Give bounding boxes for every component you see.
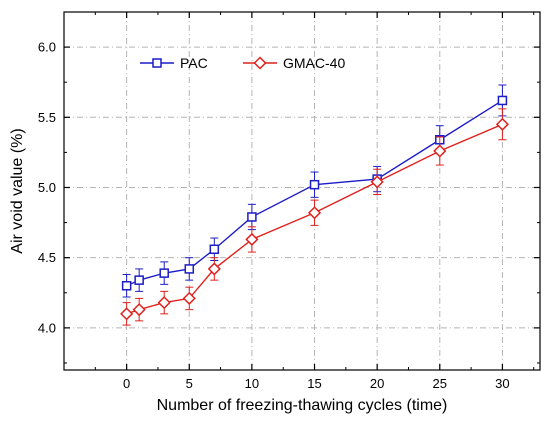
data-point xyxy=(309,179,320,190)
x-axis-title: Number of freezing-thawing cycles (time) xyxy=(157,397,448,414)
legend-label: GMAC-40 xyxy=(283,55,345,71)
legend-marker xyxy=(152,58,162,68)
data-point xyxy=(184,264,195,274)
series-gmac-40 xyxy=(120,108,509,326)
plot-frame xyxy=(63,11,541,371)
data-point xyxy=(134,275,144,285)
legend: PAC GMAC-40 xyxy=(140,55,345,71)
legend-item: PAC xyxy=(140,55,208,71)
data-point xyxy=(182,291,196,305)
data-point xyxy=(370,175,384,189)
y-axis-title: Air void value (%) xyxy=(9,128,26,253)
x-tick-label: 20 xyxy=(370,376,384,391)
data-point xyxy=(245,232,259,246)
data-point xyxy=(495,117,509,131)
legend-item: GMAC-40 xyxy=(243,55,345,71)
series-line xyxy=(126,123,503,315)
x-tick-label: 10 xyxy=(245,376,259,391)
data-point xyxy=(307,206,322,220)
data-point xyxy=(120,307,134,321)
data-point xyxy=(497,95,508,106)
data-point xyxy=(433,144,447,158)
y-tick-label: 5.0 xyxy=(38,180,56,195)
y-tick-label: 4.0 xyxy=(38,320,56,335)
data-point xyxy=(121,281,132,291)
legend-label: PAC xyxy=(180,55,208,71)
data-point xyxy=(207,262,221,276)
legend-marker xyxy=(253,56,267,70)
series xyxy=(120,84,509,326)
x-tick-label: 0 xyxy=(123,376,130,391)
x-tick-label: 15 xyxy=(307,376,321,391)
series-line xyxy=(126,99,503,287)
data-point xyxy=(247,212,257,222)
data-point xyxy=(159,268,169,278)
x-tick-label: 5 xyxy=(186,376,193,391)
y-tick-label: 4.5 xyxy=(38,250,56,265)
x-tick-label: 30 xyxy=(495,376,509,391)
data-point xyxy=(132,303,146,317)
y-tick-label: 5.5 xyxy=(38,110,56,125)
y-tick-label: 6.0 xyxy=(38,40,56,55)
data-point xyxy=(209,244,220,255)
axis-ticks: 0 5 10 15 20 25 30 4.0 4.5 5.0 5.5 6.0 xyxy=(38,11,540,391)
x-tick-label: 25 xyxy=(433,376,447,391)
data-point xyxy=(157,296,171,310)
